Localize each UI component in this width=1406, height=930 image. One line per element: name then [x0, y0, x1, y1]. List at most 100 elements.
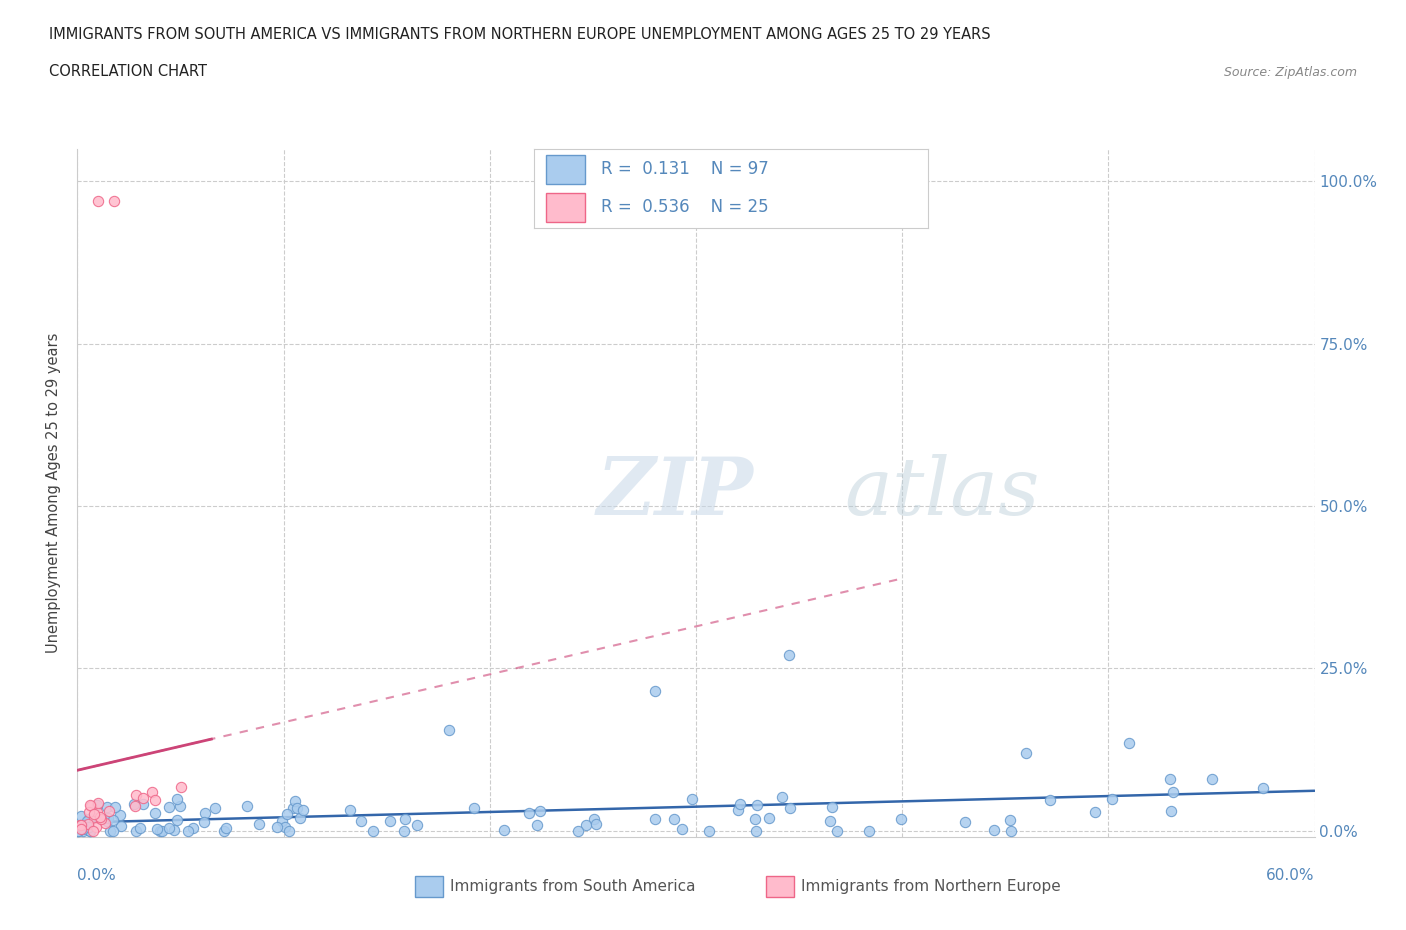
- Point: [349, 814, 371, 829]
- Point: [727, 803, 749, 817]
- Point: [697, 823, 720, 838]
- Point: [821, 800, 844, 815]
- Point: [181, 820, 204, 835]
- Point: [82, 823, 104, 838]
- Point: [858, 823, 880, 838]
- Point: [1201, 771, 1223, 786]
- Point: [744, 811, 766, 826]
- Point: [110, 818, 132, 833]
- Point: [662, 812, 685, 827]
- Point: [214, 820, 236, 835]
- Point: [204, 801, 226, 816]
- Point: [90, 811, 112, 826]
- Point: [101, 813, 124, 828]
- Point: [494, 823, 516, 838]
- Point: [339, 803, 361, 817]
- Point: [744, 823, 766, 838]
- Point: [131, 790, 153, 805]
- Point: [671, 822, 693, 837]
- Point: [644, 684, 666, 698]
- Point: [72, 823, 94, 838]
- Point: [79, 798, 101, 813]
- Point: [266, 820, 288, 835]
- Point: [276, 806, 298, 821]
- Point: [79, 823, 101, 838]
- Point: [567, 823, 589, 838]
- Point: [157, 820, 180, 835]
- Point: [1159, 771, 1181, 786]
- Point: [96, 799, 118, 814]
- Point: [86, 797, 108, 812]
- Text: R =  0.536    N = 25: R = 0.536 N = 25: [602, 198, 769, 217]
- Point: [166, 813, 188, 828]
- Point: [283, 801, 305, 816]
- Point: [69, 817, 91, 832]
- Point: [247, 817, 270, 831]
- Point: [1015, 745, 1038, 760]
- Point: [96, 814, 118, 829]
- Point: [681, 791, 703, 806]
- Point: [79, 811, 101, 826]
- Point: [194, 805, 217, 820]
- Point: [94, 816, 117, 830]
- Point: [1000, 813, 1022, 828]
- Text: 0.0%: 0.0%: [77, 868, 117, 883]
- Point: [128, 820, 150, 835]
- Point: [285, 801, 308, 816]
- Point: [758, 810, 780, 825]
- Text: IMMIGRANTS FROM SOUTH AMERICA VS IMMIGRANTS FROM NORTHERN EUROPE UNEMPLOYMENT AM: IMMIGRANTS FROM SOUTH AMERICA VS IMMIGRA…: [49, 27, 991, 42]
- Point: [143, 805, 166, 820]
- Point: [361, 823, 384, 838]
- FancyBboxPatch shape: [546, 193, 585, 221]
- Point: [69, 817, 91, 832]
- Text: 60.0%: 60.0%: [1267, 868, 1315, 883]
- Text: R =  0.131    N = 97: R = 0.131 N = 97: [602, 160, 769, 179]
- Point: [103, 823, 125, 838]
- Point: [778, 648, 800, 663]
- Point: [953, 815, 976, 830]
- Point: [150, 823, 173, 838]
- Point: [70, 809, 93, 824]
- Point: [405, 818, 427, 833]
- Text: CORRELATION CHART: CORRELATION CHART: [49, 64, 207, 79]
- Point: [437, 723, 460, 737]
- Point: [87, 193, 110, 208]
- Point: [644, 812, 666, 827]
- Point: [69, 821, 91, 836]
- Text: Source: ZipAtlas.com: Source: ZipAtlas.com: [1223, 66, 1357, 79]
- Point: [585, 817, 607, 831]
- Point: [146, 821, 169, 836]
- Point: [89, 810, 111, 825]
- Point: [214, 823, 236, 838]
- Point: [79, 823, 101, 838]
- Point: [1160, 804, 1182, 818]
- Point: [1251, 781, 1274, 796]
- Point: [284, 793, 307, 808]
- Point: [728, 797, 751, 812]
- Point: [67, 823, 90, 838]
- Point: [97, 810, 120, 825]
- Point: [67, 823, 90, 838]
- Point: [193, 815, 215, 830]
- Point: [378, 814, 401, 829]
- Point: [86, 804, 108, 819]
- Point: [1084, 804, 1107, 819]
- Text: atlas: atlas: [845, 454, 1040, 532]
- Point: [77, 817, 100, 831]
- Point: [125, 787, 148, 802]
- Point: [124, 796, 146, 811]
- Point: [277, 823, 299, 838]
- Point: [529, 804, 551, 818]
- Point: [983, 822, 1005, 837]
- Point: [1039, 792, 1062, 807]
- Text: ZIP: ZIP: [598, 454, 754, 532]
- Point: [98, 804, 121, 818]
- Point: [236, 799, 259, 814]
- Point: [141, 784, 163, 799]
- Point: [77, 819, 100, 834]
- Point: [583, 812, 606, 827]
- Point: [104, 800, 127, 815]
- Point: [83, 811, 105, 826]
- Point: [274, 819, 297, 834]
- Point: [149, 823, 172, 838]
